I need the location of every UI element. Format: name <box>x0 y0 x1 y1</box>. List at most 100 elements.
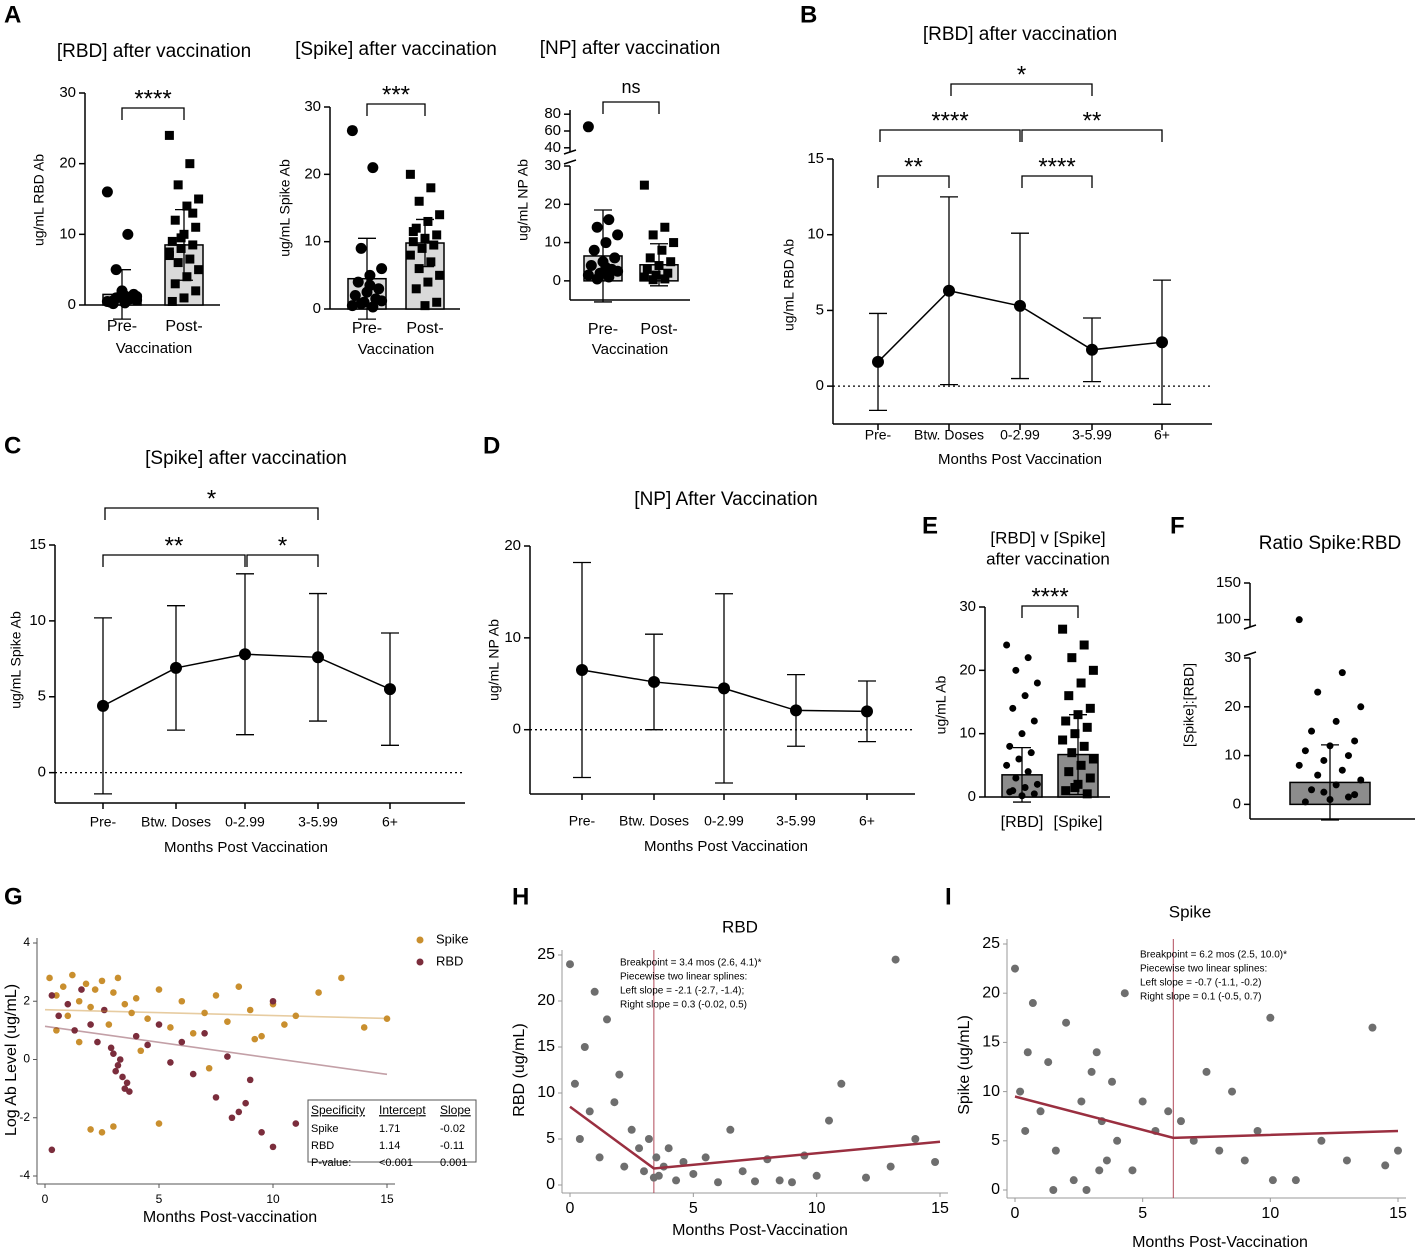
data-point <box>97 699 109 712</box>
annotation: Right slope = 0.3 (-0.02, 0.5) <box>620 1000 747 1011</box>
data-point <box>788 1178 796 1187</box>
significance-label: ** <box>904 153 923 180</box>
data-point <box>825 1116 833 1125</box>
data-point <box>110 989 117 996</box>
y-tick-label: 0 <box>991 1181 1000 1198</box>
data-point <box>46 974 53 982</box>
chart-title: [Spike] after vaccination <box>145 448 347 469</box>
data-point <box>1308 786 1316 794</box>
data-point <box>1079 741 1089 751</box>
panel-letter: E <box>922 512 938 539</box>
x-tick-label: Pre- <box>107 318 137 335</box>
fit-line <box>1014 1095 1399 1140</box>
data-point <box>1012 666 1020 674</box>
data-point <box>269 997 277 1005</box>
data-point <box>64 1012 72 1020</box>
axis-break <box>563 149 577 165</box>
data-point <box>170 215 180 225</box>
data-point <box>137 1047 145 1055</box>
y-axis-label: Spike (ug/mL) <box>956 1015 973 1115</box>
data-point <box>1320 788 1328 796</box>
data-point <box>110 1050 117 1057</box>
data-point <box>603 214 615 226</box>
panel-letter: C <box>4 432 21 459</box>
data-point <box>861 705 873 718</box>
data-point <box>651 270 661 280</box>
error-bar <box>416 218 434 268</box>
x-tick-label: 15 <box>931 1200 949 1217</box>
data-point <box>1067 653 1077 663</box>
data-point <box>182 272 192 282</box>
data-point <box>654 1171 663 1180</box>
x-tick-label: 3-5.99 <box>1072 427 1112 443</box>
significance-bracket <box>879 129 1021 142</box>
x-tick-label: 0-2.99 <box>225 814 265 830</box>
data-point <box>179 293 189 303</box>
data-point <box>408 237 418 247</box>
data-point <box>98 977 106 985</box>
x-tick-label: Btw. Doses <box>914 427 984 443</box>
data-point <box>107 1044 115 1052</box>
table-cell: -0.11 <box>440 1140 464 1152</box>
data-point <box>242 1099 249 1107</box>
y-tick-label: 20 <box>1224 698 1241 715</box>
line <box>102 653 391 707</box>
data-point <box>911 1135 920 1143</box>
data-point <box>588 244 600 256</box>
chart-title: [RBD] v [Spike] <box>990 528 1105 547</box>
x-tick-label: 0-2.99 <box>1000 427 1040 443</box>
error-bar <box>175 208 193 281</box>
data-point <box>417 243 427 253</box>
x-tick-label: Post- <box>406 320 443 337</box>
data-point <box>1113 1136 1122 1145</box>
data-point <box>1070 783 1080 792</box>
y-axis-label: ug/mL NP Ab <box>515 159 531 241</box>
data-point <box>414 196 424 206</box>
data-point <box>726 1125 735 1134</box>
x-axis-label: Vaccination <box>116 340 192 357</box>
data-point <box>648 275 658 285</box>
significance-label: ns <box>621 77 640 97</box>
data-point <box>1058 735 1068 745</box>
data-point <box>1295 616 1303 624</box>
data-point <box>1021 784 1029 791</box>
data-point <box>648 230 658 240</box>
data-point <box>612 265 624 277</box>
data-point <box>943 284 955 297</box>
significance-bracket <box>602 101 660 114</box>
chart-title: [Spike] after vaccination <box>295 39 497 60</box>
y-tick-label: 4 <box>23 935 30 949</box>
data-point <box>1085 773 1095 783</box>
data-point <box>110 1123 117 1130</box>
data-point <box>201 1009 208 1017</box>
data-point <box>1077 1097 1086 1106</box>
y-tick-label: 2 <box>23 993 30 1007</box>
data-point <box>1138 1097 1147 1106</box>
data-point <box>582 269 594 281</box>
data-point <box>1033 679 1041 687</box>
legend-marker <box>416 936 424 944</box>
y-tick-label: -4 <box>19 1168 30 1182</box>
data-point <box>367 301 379 313</box>
data-point <box>1202 1067 1211 1076</box>
data-point <box>1009 704 1017 712</box>
y-tick-label: 5 <box>991 1132 1000 1149</box>
table-cell: RBD <box>311 1140 334 1152</box>
data-point <box>239 648 251 661</box>
x-tick-label: 6+ <box>382 814 398 830</box>
y-tick-label: 10 <box>504 629 521 646</box>
data-point <box>872 355 884 368</box>
annotation: Piecewise two linear splines: <box>1140 964 1267 975</box>
data-point <box>360 1024 368 1031</box>
x-tick-label: 10 <box>808 1200 826 1217</box>
data-point <box>246 1076 254 1084</box>
data-point <box>1044 1058 1053 1067</box>
data-point <box>1301 747 1309 755</box>
y-tick-label: 30 <box>1224 649 1241 666</box>
significance-bracket <box>1021 129 1163 142</box>
data-point <box>132 1032 140 1040</box>
data-point <box>1079 640 1089 650</box>
panel-letter: F <box>1170 512 1185 539</box>
data-point <box>615 1070 624 1079</box>
data-point <box>775 1176 784 1185</box>
